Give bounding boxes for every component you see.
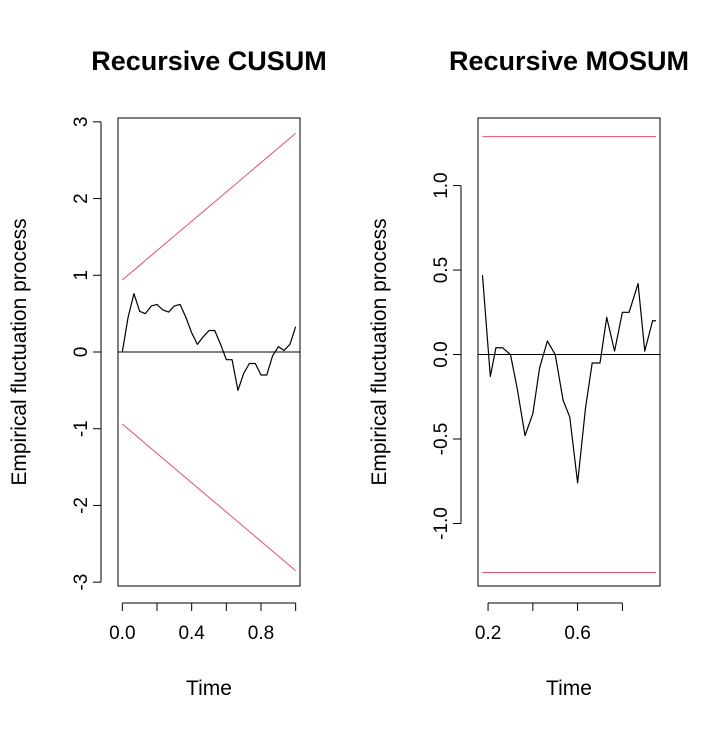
mosum-series-layer <box>481 275 656 484</box>
cusum-title: Recursive CUSUM <box>91 46 327 76</box>
mosum-x-tick-label-1: 0.6 <box>564 623 590 644</box>
cusum-x-axis: 0.0 0.4 0.8 <box>109 602 297 644</box>
mosum-plot-frame <box>477 117 661 587</box>
cusum-ylabel: Empirical fluctuation process <box>8 218 31 485</box>
mosum-frame-layer <box>477 117 661 587</box>
mosum-process-line <box>481 275 656 484</box>
mosum-x-tick-label-0: 0.2 <box>475 623 501 644</box>
cusum-y-tick-label-3: 0 <box>71 347 92 358</box>
mosum-y-tick-label-2: 0.0 <box>431 341 452 367</box>
cusum-xlabel: Time <box>186 677 232 700</box>
mosum-y-tick-label-4: 1.0 <box>431 172 452 198</box>
cusum-y-tick-label-6: 3 <box>71 117 92 128</box>
mosum-xlabel: Time <box>546 677 592 700</box>
mosum-y-axis: -1.0 -0.5 0.0 0.5 1.0 <box>431 172 462 540</box>
cusum-panel: Recursive CUSUM Empirical fluctuation pr… <box>8 46 327 700</box>
mosum-title: Recursive MOSUM <box>449 46 689 76</box>
cusum-x-tick-label-1: 0.4 <box>178 623 205 644</box>
cusum-x-tick-label-0: 0.0 <box>109 623 135 644</box>
cusum-y-tick-label-2: -1 <box>71 420 92 437</box>
cusum-y-axis: -3 -2 -1 0 1 2 3 <box>71 117 102 591</box>
cusum-plot-frame <box>117 117 301 587</box>
cusum-upper-boundary <box>122 132 296 281</box>
mosum-x-axis: 0.2 0.6 <box>475 602 623 644</box>
cusum-series-layer <box>121 293 297 391</box>
cusum-lower-boundary <box>122 423 296 572</box>
mosum-panel: Recursive MOSUM Empirical fluctuation pr… <box>368 46 689 700</box>
cusum-y-tick-label-0: -3 <box>71 574 92 591</box>
cusum-frame-layer <box>117 117 301 587</box>
cusum-process-line <box>121 293 297 391</box>
mosum-boundary-layer <box>482 136 656 573</box>
mosum-y-tick-label-0: -1.0 <box>431 507 452 540</box>
mosum-y-tick-label-3: 0.5 <box>431 257 452 283</box>
cusum-x-tick-label-2: 0.8 <box>248 623 274 644</box>
mosum-ylabel: Empirical fluctuation process <box>368 218 391 485</box>
mosum-y-tick-label-1: -0.5 <box>431 423 452 456</box>
cusum-y-tick-label-5: 2 <box>71 193 92 204</box>
cusum-boundary-layer <box>122 132 296 572</box>
cusum-y-tick-label-1: -2 <box>71 497 92 514</box>
cusum-y-tick-label-4: 1 <box>71 270 92 281</box>
